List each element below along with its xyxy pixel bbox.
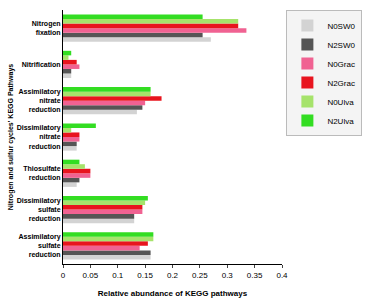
svg-text:0.2: 0.2: [167, 271, 179, 280]
svg-text:Nitrogen and sulfur cycles' KE: Nitrogen and sulfur cycles' KEGG Pathway…: [7, 64, 15, 210]
svg-text:N2Grac: N2Grac: [327, 79, 355, 88]
svg-text:0.25: 0.25: [192, 271, 208, 280]
svg-text:Dissimilatorysulfatereduction: Dissimilatorysulfatereduction: [17, 197, 61, 222]
svg-text:Thiosulfatereduction: Thiosulfatereduction: [23, 165, 60, 181]
svg-text:N2SW0: N2SW0: [327, 41, 355, 50]
svg-text:0.35: 0.35: [247, 271, 263, 280]
svg-text:N0SW0: N0SW0: [327, 22, 355, 31]
svg-text:Relative abundance of KEGG pat: Relative abundance of KEGG pathways: [98, 289, 248, 298]
svg-text:N0Grac: N0Grac: [327, 60, 355, 69]
svg-text:Assimilatorysulfatereduction: Assimilatorysulfatereduction: [19, 233, 61, 258]
svg-text:0.4: 0.4: [276, 271, 288, 280]
svg-text:0.05: 0.05: [83, 271, 99, 280]
svg-text:0.1: 0.1: [112, 271, 124, 280]
svg-text:Dissimilatorynitratereduction: Dissimilatorynitratereduction: [17, 124, 61, 149]
svg-text:0.15: 0.15: [137, 271, 153, 280]
svg-text:0: 0: [61, 271, 66, 280]
svg-text:0.3: 0.3: [222, 271, 234, 280]
svg-text:Nitrification: Nitrification: [22, 61, 61, 68]
svg-text:Nitrogenfixation: Nitrogenfixation: [32, 20, 61, 36]
svg-text:Assimilatorynitratereduction: Assimilatorynitratereduction: [19, 88, 61, 113]
svg-text:N2Ulva: N2Ulva: [327, 117, 354, 126]
svg-text:N0Ulva: N0Ulva: [327, 98, 354, 107]
